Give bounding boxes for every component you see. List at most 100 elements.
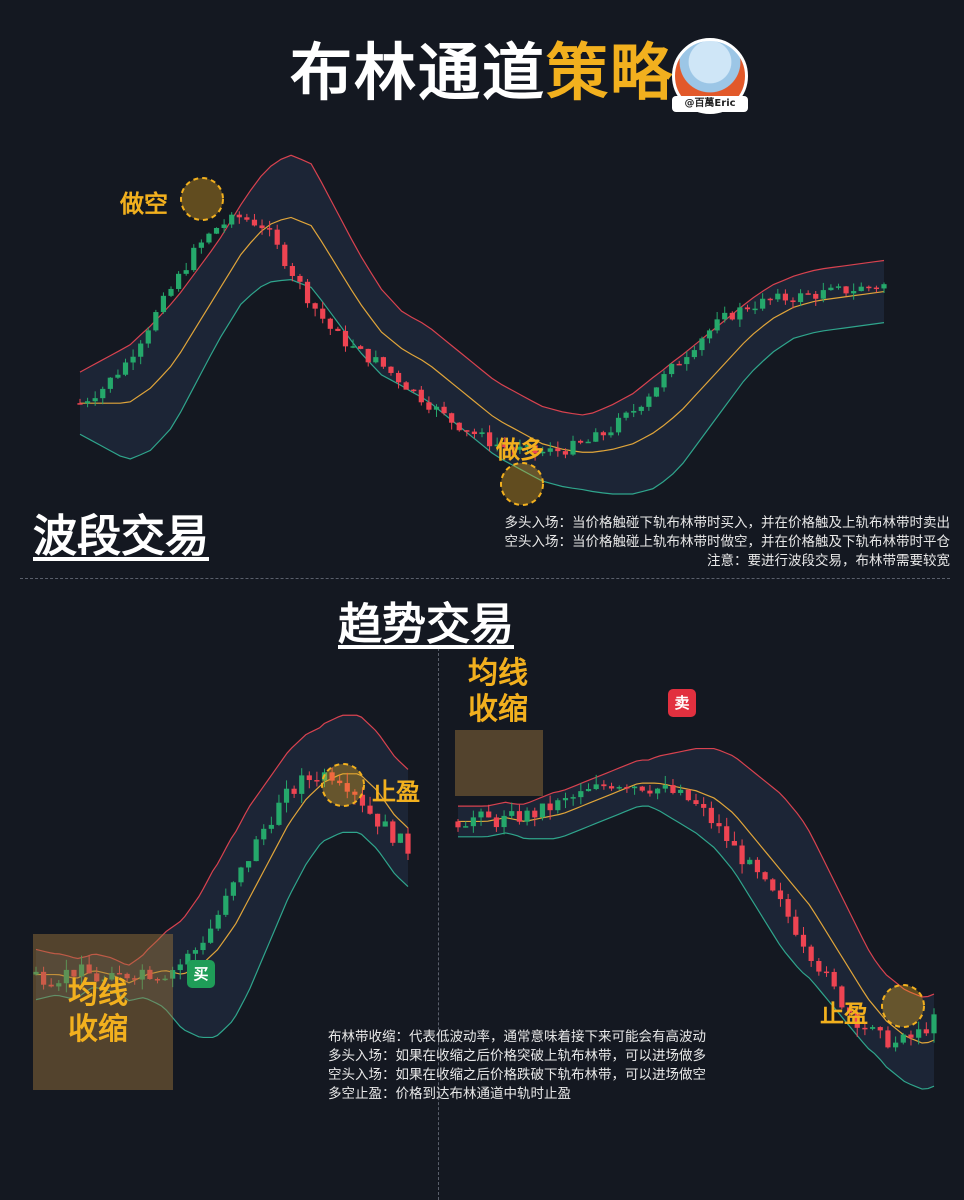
candle-body — [846, 1007, 853, 1013]
candle-body — [433, 406, 440, 410]
left-squeeze-box — [33, 934, 173, 1090]
candle-body — [524, 810, 530, 822]
candle-body — [790, 300, 796, 303]
candle-body — [775, 293, 781, 300]
candle-body — [77, 403, 83, 405]
candle-body — [843, 286, 849, 294]
candle-body — [744, 307, 751, 310]
candle-body — [162, 978, 168, 981]
candle-body — [71, 969, 77, 977]
candle-body — [722, 312, 728, 320]
title-part1: 布林通道 — [289, 36, 546, 109]
candle-body — [375, 813, 381, 827]
candle-body — [639, 786, 645, 791]
candle-body — [540, 451, 546, 454]
candle-body — [382, 821, 388, 827]
candle-body — [107, 377, 113, 389]
candle-body — [624, 787, 630, 789]
author-handle: @百萬Eric — [672, 96, 748, 112]
candle-body — [851, 291, 857, 294]
candle-body — [866, 286, 872, 289]
left-squeeze-label: 均线收缩 — [68, 976, 128, 1047]
candle-body — [388, 366, 394, 373]
candle-body — [455, 821, 461, 828]
candle-body — [691, 350, 697, 358]
candle-body — [777, 890, 784, 900]
candle-body — [631, 410, 637, 413]
candle-body — [395, 372, 402, 383]
candle-body — [631, 786, 638, 789]
right-squeeze-box — [455, 730, 543, 796]
candle-body — [168, 288, 174, 296]
candle-body — [441, 406, 447, 414]
band-fill — [458, 748, 934, 1090]
candle-body — [206, 233, 212, 243]
candle-body — [881, 284, 887, 289]
candle-body — [139, 969, 145, 980]
candle-body — [342, 330, 349, 347]
candle-body — [320, 308, 326, 319]
candle-body — [655, 788, 661, 794]
candle-body — [464, 430, 470, 432]
candle-body — [685, 789, 691, 801]
candle-body — [693, 800, 699, 805]
candle-body — [380, 357, 386, 367]
candle-body — [463, 826, 469, 828]
candle-body — [397, 833, 404, 843]
candle-body — [177, 964, 183, 971]
candle-body — [124, 973, 130, 979]
candle-body — [793, 916, 799, 935]
short-label: 做空 — [120, 190, 168, 218]
candle-body — [616, 787, 622, 789]
candle-body — [555, 800, 561, 811]
candle-body — [479, 432, 485, 435]
candle-body — [84, 401, 91, 404]
candle-body — [40, 971, 47, 985]
candle-body — [78, 964, 85, 977]
candle-body — [470, 817, 476, 827]
candle-body — [831, 971, 837, 987]
swing-chart — [77, 154, 887, 495]
candle-body — [493, 817, 499, 828]
candle-body — [854, 1012, 860, 1028]
lower-band-line — [458, 805, 935, 1090]
candle-body — [885, 1030, 891, 1048]
candle-body — [517, 446, 523, 450]
candle-body — [289, 266, 295, 276]
candle-body — [661, 374, 667, 388]
candle-body — [820, 290, 826, 299]
candle-body — [494, 444, 500, 447]
candle-body — [245, 861, 252, 868]
candle-body — [708, 807, 714, 824]
candle-body — [760, 298, 766, 309]
candle-body — [547, 803, 553, 811]
candle-body — [132, 978, 138, 980]
candle-body — [593, 784, 599, 790]
candle-body — [578, 791, 584, 798]
candle-body — [276, 802, 282, 825]
middle-band-line — [458, 782, 935, 1044]
candle-body — [92, 398, 98, 402]
candle-body — [230, 882, 236, 896]
swing-note-2: 空头入场：当价格触碰上轨布林带时做空，并在价格触及下轨布林带时平仓 — [504, 534, 951, 550]
candle-body — [724, 826, 730, 841]
candle-body — [501, 815, 507, 828]
left-take-profit-label: 止盈 — [372, 778, 420, 806]
candle-body — [426, 402, 432, 410]
candle-body — [835, 286, 842, 288]
candle-body — [737, 307, 743, 320]
candle-body — [337, 780, 343, 784]
candle-body — [456, 422, 462, 431]
candle-body — [532, 445, 538, 454]
candle-body — [329, 772, 335, 781]
trend-note-4: 多空止盈：价格到达布林通道中轨时止盈 — [328, 1086, 571, 1102]
candle-body — [585, 441, 591, 444]
swing-note-1: 多头入场：当价格触碰下轨布林带时买入，并在价格触及上轨布林带时卖出 — [504, 515, 951, 531]
candle-body — [283, 788, 290, 803]
candle-body — [608, 432, 614, 436]
candle-body — [486, 811, 492, 818]
candle-body — [555, 448, 561, 452]
buy-badge: 买 — [187, 960, 215, 988]
candle-body — [191, 247, 197, 271]
